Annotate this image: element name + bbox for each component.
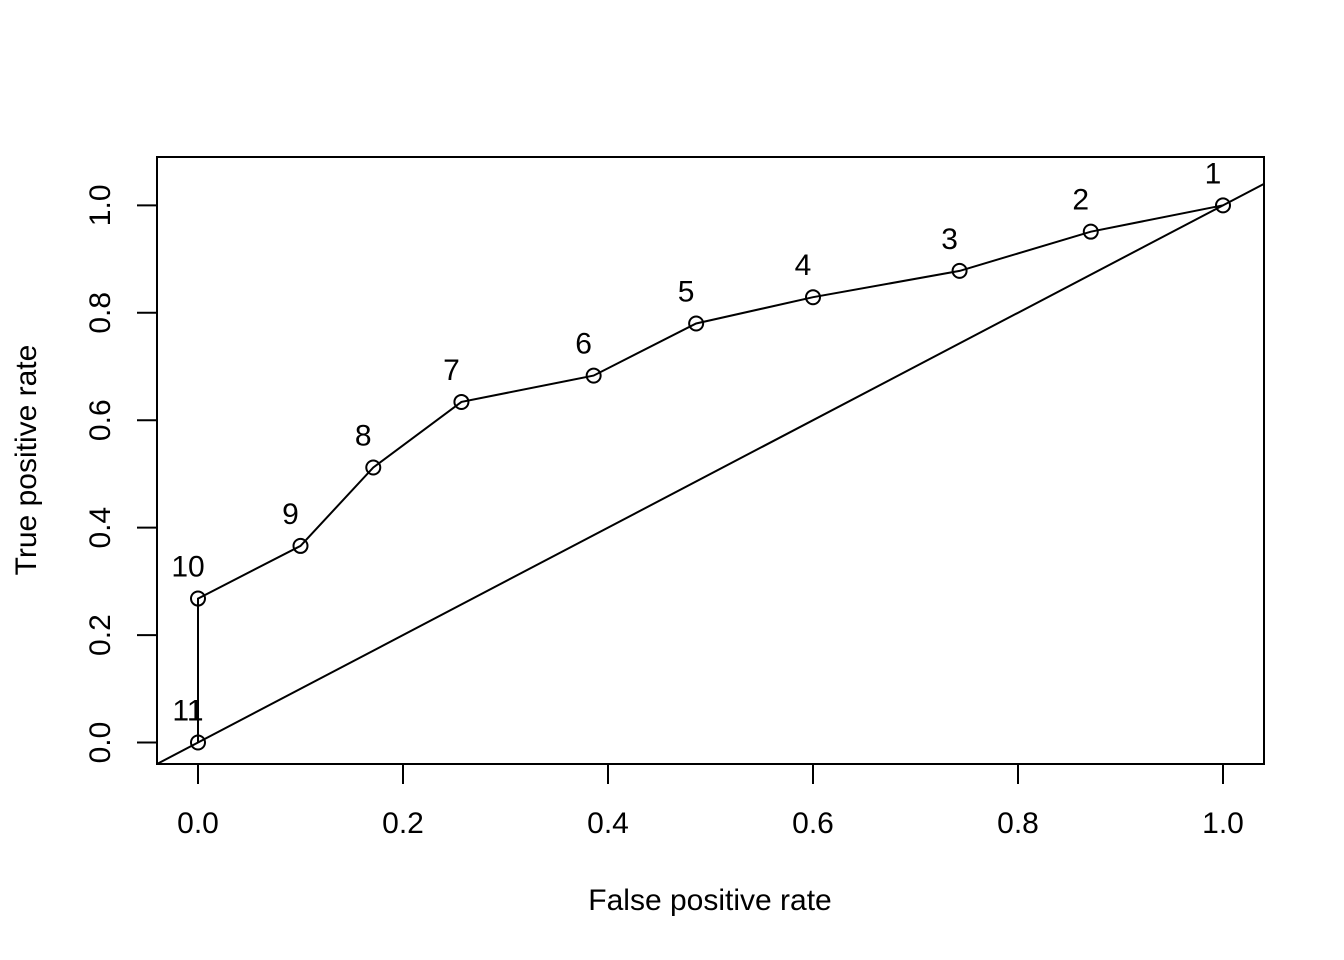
roc-point-label-4: 4 (795, 249, 812, 282)
x-tick-label: 1.0 (1202, 807, 1244, 840)
roc-point-label-8: 8 (355, 419, 372, 452)
roc-point-label-1: 1 (1205, 157, 1222, 190)
roc-point-7 (453, 393, 470, 410)
y-tick-label: 0.6 (84, 399, 117, 441)
roc-point-label-11: 11 (172, 695, 203, 728)
roc-point-5 (688, 315, 705, 332)
x-axis-label: False positive rate (588, 884, 831, 917)
roc-point-label-7: 7 (443, 354, 460, 387)
x-tick-label: 0.2 (382, 807, 424, 840)
roc-point-11 (190, 734, 206, 751)
roc-point-4 (805, 289, 821, 306)
y-axis: 0.0 0.2 0.4 0.6 0.8 1.0 (84, 184, 158, 764)
roc-point-label-9: 9 (282, 498, 299, 531)
x-tick-label: 0.0 (177, 807, 219, 840)
roc-series-line (197, 204, 1224, 743)
roc-point-label-5: 5 (678, 276, 695, 309)
plot-frame (156, 156, 1265, 765)
roc-point-9 (292, 537, 309, 554)
roc-point-label-3: 3 (941, 223, 958, 256)
roc-point-1 (1215, 197, 1231, 214)
roc-point-10 (190, 590, 206, 607)
y-tick-label: 0.4 (84, 507, 117, 549)
y-tick-label: 0.8 (84, 292, 117, 334)
roc-point-2 (1082, 223, 1099, 240)
y-tick-label: 0.0 (84, 722, 117, 764)
roc-curve-group: 1 2 3 4 5 6 7 8 9 10 11 (171, 157, 1231, 751)
reference-diagonal-group (156, 182, 1265, 765)
y-tick-label: 0.2 (84, 614, 117, 656)
roc-point-6 (585, 367, 602, 384)
roc-point-label-6: 6 (575, 328, 592, 361)
roc-point-label-10: 10 (171, 551, 204, 584)
y-tick-label: 1.0 (84, 184, 117, 226)
x-axis: 0.0 0.2 0.4 0.6 0.8 1.0 (177, 763, 1244, 840)
roc-point-8 (365, 459, 382, 476)
x-tick-label: 0.4 (587, 807, 629, 840)
roc-point-3 (951, 262, 968, 279)
x-tick-label: 0.6 (792, 807, 834, 840)
x-tick-label: 0.8 (997, 807, 1039, 840)
y-axis-label: True positive rate (10, 345, 43, 576)
roc-point-label-2: 2 (1072, 184, 1089, 217)
reference-diagonal-line (156, 182, 1265, 765)
